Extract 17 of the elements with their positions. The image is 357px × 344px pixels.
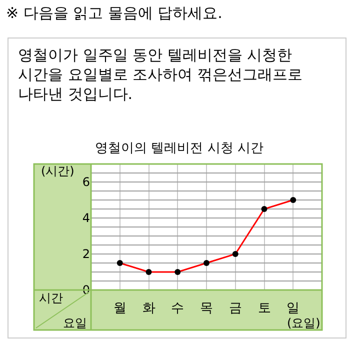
x-axis-title: (요일): [287, 316, 320, 330]
y-axis-title: (시간): [41, 164, 74, 178]
text: 시간: [39, 291, 63, 305]
text: 영철이가 일주일 동안 텔레비전을 시청한 시간을 요일별로 조사하여 꺾은선그래프로 나타낸 것입니다.: [18, 46, 302, 103]
y-tick-label: 6: [82, 175, 90, 190]
text: 요일: [63, 316, 87, 330]
y-tick-label: 4: [82, 211, 90, 226]
chart-title: 영철이의 텔레비전 시청 시간: [95, 141, 264, 156]
x-tick-label: 월: [113, 301, 126, 316]
x-tick-label: 목: [200, 301, 213, 316]
y-tick-label: 2: [82, 247, 90, 262]
x-tick-label: 화: [142, 301, 156, 316]
x-tick-label: 토: [258, 301, 271, 316]
text: ※ 다음을 읽고 물음에 답하세요.: [6, 4, 222, 22]
x-tick-label: 일: [286, 301, 300, 316]
x-tick-label: 수: [171, 301, 184, 316]
x-tick-label: 금: [228, 301, 242, 316]
